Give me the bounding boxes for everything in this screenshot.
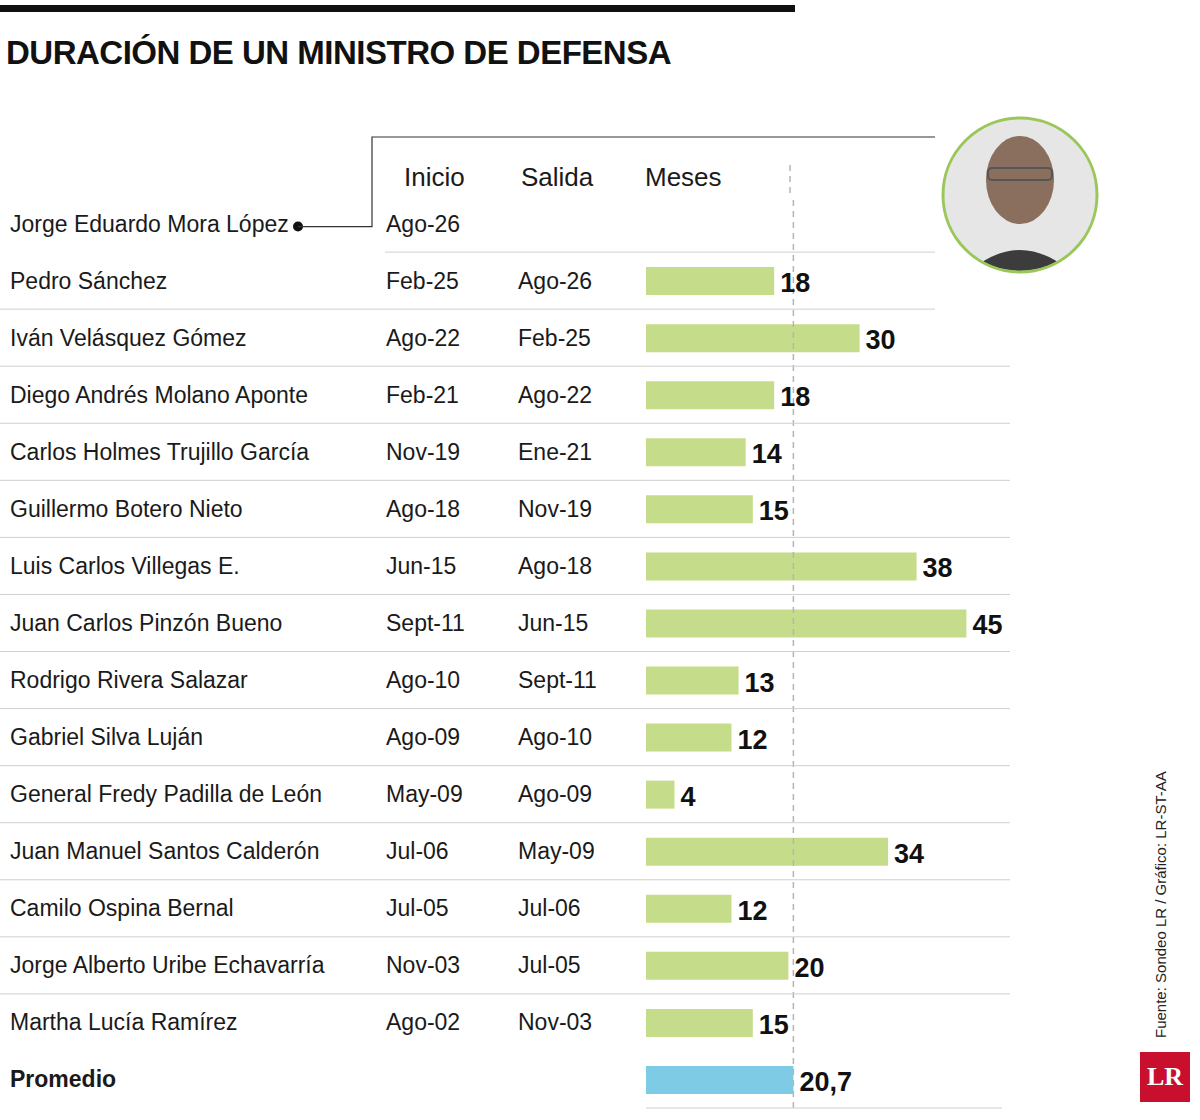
- svg-text:45: 45: [972, 610, 1002, 640]
- svg-text:Ago-09: Ago-09: [518, 781, 592, 807]
- svg-text:Ago-26: Ago-26: [386, 211, 460, 237]
- svg-text:May-09: May-09: [518, 838, 595, 864]
- svg-text:20,7: 20,7: [799, 1067, 852, 1097]
- svg-text:18: 18: [780, 382, 810, 412]
- svg-text:15: 15: [759, 1010, 789, 1040]
- html-text:DURACIÓN DE UN MINISTRO DE DEF: DURACIÓN DE UN MINISTRO DE DEFENSA: [6, 34, 671, 71]
- svg-text:Juan Carlos Pinzón Bueno: Juan Carlos Pinzón Bueno: [10, 610, 282, 636]
- svg-text:Feb-21: Feb-21: [386, 382, 459, 408]
- svg-text:13: 13: [745, 668, 775, 698]
- svg-text:12: 12: [737, 725, 767, 755]
- svg-text:Luis Carlos Villegas E.: Luis Carlos Villegas E.: [10, 553, 240, 579]
- svg-text:Jorge Alberto Uribe Echavarría: Jorge Alberto Uribe Echavarría: [10, 952, 325, 978]
- svg-text:Nov-19: Nov-19: [386, 439, 460, 465]
- svg-text:Jul-05: Jul-05: [386, 895, 449, 921]
- svg-text:15: 15: [759, 496, 789, 526]
- svg-text:Camilo Ospina Bernal: Camilo Ospina Bernal: [10, 895, 234, 921]
- svg-text:Gabriel Silva Luján: Gabriel Silva Luján: [10, 724, 203, 750]
- svg-text:Ago-09: Ago-09: [386, 724, 460, 750]
- html-text:Meses: Meses: [645, 162, 722, 192]
- svg-text:General Fredy Padilla de León: General Fredy Padilla de León: [10, 781, 322, 807]
- svg-text:Jul-06: Jul-06: [518, 895, 581, 921]
- svg-text:Pedro Sánchez: Pedro Sánchez: [10, 268, 167, 294]
- svg-text:Ago-02: Ago-02: [386, 1009, 460, 1035]
- svg-text:Martha Lucía Ramírez: Martha Lucía Ramírez: [10, 1009, 238, 1035]
- svg-text:Sept-11: Sept-11: [518, 667, 597, 693]
- svg-text:Jun-15: Jun-15: [386, 553, 456, 579]
- svg-text:20: 20: [794, 953, 824, 983]
- svg-text:Guillermo Botero Nieto: Guillermo Botero Nieto: [10, 496, 243, 522]
- svg-text:Iván Velásquez Gómez: Iván Velásquez Gómez: [10, 325, 247, 351]
- html-text:Fuente: Sondeo LR / Gráfico: L: Fuente: Sondeo LR / Gráfico: LR-ST-AA: [1152, 771, 1169, 1038]
- html-text:Salida: Salida: [521, 162, 594, 192]
- svg-text:Feb-25: Feb-25: [518, 325, 591, 351]
- html-text:Inicio: Inicio: [404, 162, 465, 192]
- svg-text:May-09: May-09: [386, 781, 463, 807]
- svg-text:Juan Manuel Santos Calderón: Juan Manuel Santos Calderón: [10, 838, 319, 864]
- svg-text:38: 38: [923, 553, 953, 583]
- svg-text:Nov-03: Nov-03: [386, 952, 460, 978]
- svg-text:12: 12: [737, 896, 767, 926]
- svg-text:Jorge Eduardo Mora López: Jorge Eduardo Mora López: [10, 211, 289, 237]
- svg-text:Ene-21: Ene-21: [518, 439, 592, 465]
- svg-text:4: 4: [680, 782, 695, 812]
- svg-text:14: 14: [752, 439, 782, 469]
- svg-text:Ago-18: Ago-18: [518, 553, 592, 579]
- svg-text:Jun-15: Jun-15: [518, 610, 588, 636]
- svg-text:Ago-22: Ago-22: [386, 325, 460, 351]
- svg-text:Nov-19: Nov-19: [518, 496, 592, 522]
- svg-text:Ago-26: Ago-26: [518, 268, 592, 294]
- svg-text:Ago-18: Ago-18: [386, 496, 460, 522]
- svg-text:Ago-10: Ago-10: [386, 667, 460, 693]
- svg-text:18: 18: [780, 268, 810, 298]
- svg-text:Jul-06: Jul-06: [386, 838, 449, 864]
- svg-text:Carlos Holmes Trujillo García: Carlos Holmes Trujillo García: [10, 439, 309, 465]
- svg-text:Promedio: Promedio: [10, 1066, 116, 1092]
- svg-text:34: 34: [894, 839, 924, 869]
- svg-text:Feb-25: Feb-25: [386, 268, 459, 294]
- html-text:LR: LR: [1146, 1062, 1184, 1091]
- svg-text:Ago-10: Ago-10: [518, 724, 592, 750]
- svg-text:Nov-03: Nov-03: [518, 1009, 592, 1035]
- svg-text:Sept-11: Sept-11: [386, 610, 465, 636]
- svg-text:Jul-05: Jul-05: [518, 952, 581, 978]
- svg-text:Rodrigo Rivera Salazar: Rodrigo Rivera Salazar: [10, 667, 248, 693]
- svg-text:Diego Andrés Molano Aponte: Diego Andrés Molano Aponte: [10, 382, 308, 408]
- svg-text:30: 30: [866, 325, 896, 355]
- svg-text:Ago-22: Ago-22: [518, 382, 592, 408]
